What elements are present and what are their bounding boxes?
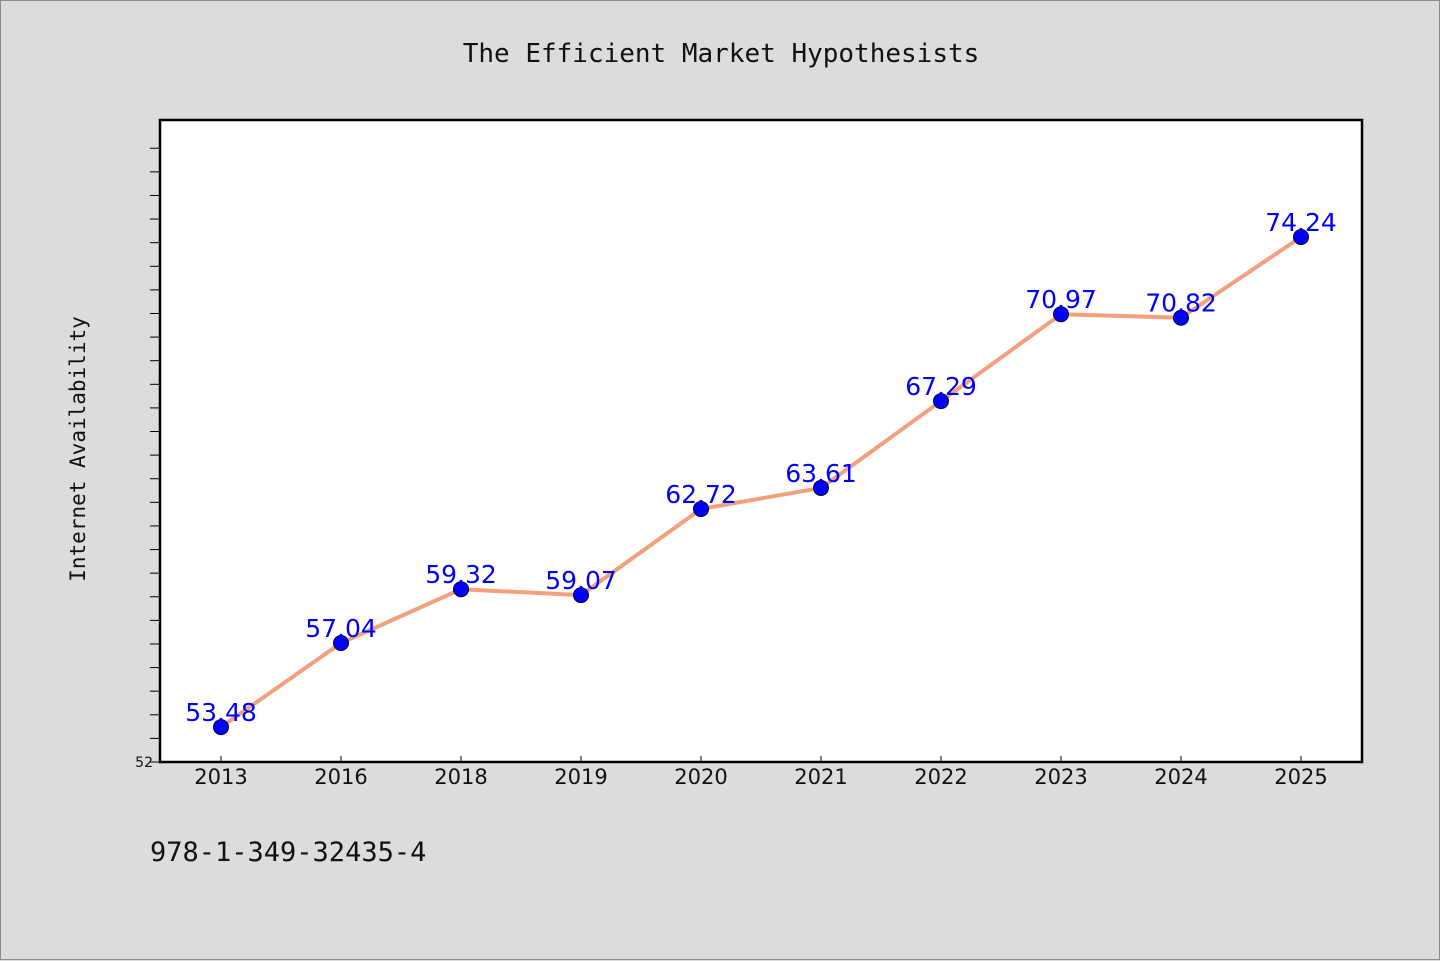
isbn-code: 978-1-349-32435-4	[150, 837, 427, 868]
data-point	[1173, 309, 1189, 326]
data-point	[813, 479, 829, 496]
x-tick-label: 2018	[434, 765, 487, 789]
data-label: 57.04	[305, 614, 377, 643]
data-point	[453, 581, 469, 598]
data-label: 53.48	[185, 698, 257, 727]
data-label: 74.24	[1265, 208, 1337, 237]
x-tick-label: 2023	[1034, 765, 1087, 789]
data-point	[693, 500, 709, 517]
x-tick-label: 2020	[674, 765, 727, 789]
x-tick-label: 2024	[1154, 765, 1207, 789]
series-group	[219, 235, 1303, 729]
data-point	[933, 393, 949, 410]
data-point	[1053, 306, 1069, 323]
x-tick-label: 2016	[314, 765, 367, 789]
data-point	[1293, 229, 1309, 246]
data-label: 59.32	[425, 560, 497, 589]
data-label: 67.29	[905, 372, 977, 401]
y-axis-ticks: 52	[135, 147, 160, 771]
x-tick-label: 2022	[914, 765, 967, 789]
data-point	[213, 719, 229, 736]
data-label: 62.72	[665, 480, 737, 509]
chart-title: The Efficient Market Hypothesists	[463, 39, 980, 69]
x-tick-label: 2019	[554, 765, 607, 789]
x-axis-ticks: 2013 2016 2018 2019 2020 2021 2022 2023 2024 2025	[194, 756, 1328, 789]
data-labels-group: 53.48 57.04 59.32 59.07 62.72 63.61 67.29 70.97…	[185, 208, 1337, 727]
y-tick-label: 52	[135, 755, 153, 771]
x-tick-label: 2013	[194, 765, 247, 789]
markers-group	[213, 229, 1309, 736]
data-label: 70.97	[1025, 285, 1097, 314]
y-axis-title: Internet Availability	[66, 316, 90, 582]
x-tick-label: 2021	[794, 765, 847, 789]
x-tick-label: 2025	[1274, 765, 1327, 789]
data-point	[333, 635, 349, 652]
data-label: 59.07	[545, 566, 617, 595]
data-point	[573, 587, 589, 604]
plot-area	[158, 118, 1364, 764]
series-line	[219, 235, 1303, 729]
data-label: 70.82	[1145, 289, 1217, 318]
data-label: 63.61	[785, 459, 857, 488]
